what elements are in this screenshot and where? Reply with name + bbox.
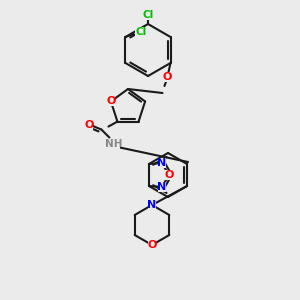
Text: N: N xyxy=(157,182,167,192)
Bar xyxy=(158,158,166,168)
Bar xyxy=(135,27,148,37)
Text: NH: NH xyxy=(105,139,122,148)
Bar xyxy=(107,139,120,148)
Bar xyxy=(148,240,156,250)
Bar xyxy=(164,72,171,82)
Text: O: O xyxy=(164,170,174,180)
Bar xyxy=(107,96,115,106)
Text: O: O xyxy=(147,240,157,250)
Bar xyxy=(158,182,166,192)
Text: O: O xyxy=(163,72,172,82)
Bar xyxy=(86,120,93,130)
Text: N: N xyxy=(157,158,167,168)
Bar xyxy=(165,170,173,180)
Text: N: N xyxy=(147,200,157,210)
Text: Cl: Cl xyxy=(142,10,154,20)
Text: Cl: Cl xyxy=(136,27,147,37)
Bar xyxy=(142,10,154,20)
Text: O: O xyxy=(85,120,94,130)
Text: O: O xyxy=(106,96,116,106)
Bar xyxy=(148,200,156,210)
